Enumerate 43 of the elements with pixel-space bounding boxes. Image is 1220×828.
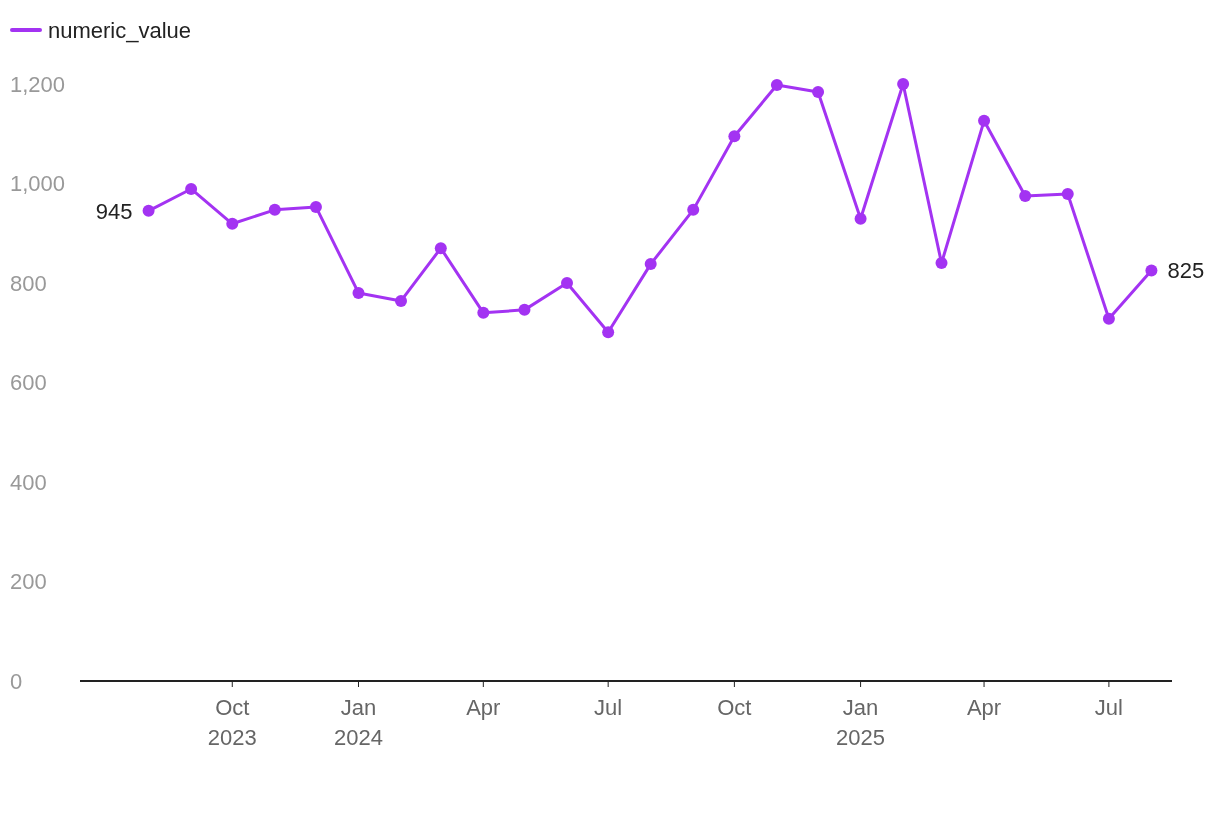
x-tick-label: Jul: [1094, 695, 1123, 720]
point: [309, 200, 322, 213]
point: [352, 286, 365, 299]
x-tick-label: Jan 2025: [836, 695, 886, 750]
x-tick-label: Oct 2023: [207, 695, 257, 750]
point: [1145, 264, 1158, 277]
data-label: 945: [95, 198, 133, 224]
point: [477, 306, 490, 319]
y-tick-label: 400: [10, 469, 47, 495]
point: [226, 217, 239, 230]
point: [812, 85, 825, 98]
point: [434, 242, 447, 255]
point: [687, 203, 700, 216]
point: [644, 258, 657, 271]
x-tick-label: Oct: [717, 695, 752, 720]
point: [142, 204, 155, 217]
y-tick-label: 200: [10, 569, 47, 595]
legend-label: numeric_value: [48, 17, 192, 43]
x-tick-label: Jan 2024: [334, 695, 383, 750]
point: [185, 182, 198, 195]
point: [1061, 187, 1074, 200]
point: [978, 114, 991, 127]
point: [518, 303, 531, 316]
y-tick-label: 600: [10, 370, 47, 396]
point: [854, 212, 867, 225]
x-tick-label: Apr: [966, 695, 1002, 720]
y-tick-label: 800: [10, 270, 47, 296]
point: [897, 78, 910, 90]
point: [268, 203, 281, 216]
y-tick-label: 1,000: [10, 171, 66, 197]
point: [602, 326, 615, 339]
point: [935, 257, 948, 270]
y-tick-label: 1,200: [10, 71, 66, 97]
x-tick-label: Apr: [466, 695, 501, 720]
data-label: 825: [1167, 258, 1205, 284]
point: [770, 79, 783, 91]
point: [1102, 312, 1115, 325]
x-tick-label: Jul: [594, 695, 623, 720]
point: [728, 130, 741, 143]
point: [1019, 189, 1032, 202]
y-tick-label: 0: [10, 668, 23, 694]
point: [395, 294, 408, 307]
point: [561, 277, 574, 289]
